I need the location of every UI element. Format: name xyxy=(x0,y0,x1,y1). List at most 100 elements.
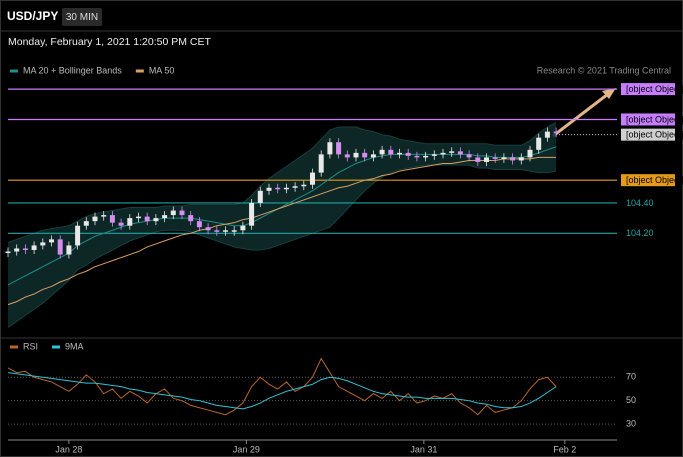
candle-body xyxy=(353,152,359,158)
candle-body xyxy=(66,245,72,255)
candle-body xyxy=(49,239,54,243)
candle-body xyxy=(57,239,63,255)
level-label: [object Object] xyxy=(626,84,683,94)
candle-body xyxy=(327,142,333,155)
level-label: [object Object] xyxy=(626,114,683,124)
candle-body xyxy=(553,131,559,134)
candle-body xyxy=(405,152,411,156)
legend-swatch xyxy=(10,69,18,73)
candle-body xyxy=(475,157,481,162)
candle-body xyxy=(457,151,463,155)
legend-label: MA 20 + Bollinger Bands xyxy=(23,65,122,75)
y-tick-label: 50 xyxy=(626,395,636,405)
candle-body xyxy=(92,216,98,222)
level-label: 104.40 xyxy=(626,198,654,208)
candle-body xyxy=(136,216,141,219)
candle-body xyxy=(214,230,220,232)
legend-label: 9MA xyxy=(65,341,84,351)
forecast-arrow xyxy=(552,89,613,138)
candle-body xyxy=(310,172,315,185)
candle-body xyxy=(83,221,89,226)
candle-body xyxy=(75,225,81,246)
candle-body xyxy=(431,154,437,156)
candle-body xyxy=(466,154,472,158)
candle-body xyxy=(223,230,228,232)
interval: 30 MIN xyxy=(66,12,98,23)
candle-body xyxy=(536,137,542,150)
rsi-line xyxy=(7,357,557,416)
x-tick-label: Jan 28 xyxy=(55,444,82,454)
candle-body xyxy=(40,242,46,246)
rsi-line xyxy=(7,372,557,410)
candle-body xyxy=(153,218,159,222)
x-tick-label: Jan 29 xyxy=(233,444,260,454)
bollinger-lower xyxy=(7,164,557,328)
ma-line xyxy=(7,146,557,286)
bollinger-band xyxy=(8,122,557,328)
candle-body xyxy=(5,251,11,254)
candle-body xyxy=(344,154,350,158)
candle-body xyxy=(510,157,516,161)
level-box xyxy=(621,113,675,126)
candle-body xyxy=(283,187,289,190)
candle-body xyxy=(379,149,385,155)
legend-swatch xyxy=(135,69,144,73)
candle-body xyxy=(109,215,115,223)
timestamp: Monday, February 1, 2021 1:20:50 PM CET xyxy=(8,36,211,48)
candle-body xyxy=(144,216,150,222)
symbol: USD/JPY xyxy=(7,9,58,23)
candle-body xyxy=(449,151,455,153)
candle-body xyxy=(231,230,237,232)
candle-body xyxy=(292,186,298,188)
candle-body xyxy=(388,149,394,155)
candle-body xyxy=(501,157,507,159)
interval-box xyxy=(62,8,102,26)
level-box xyxy=(621,174,675,187)
candle-body xyxy=(423,155,429,158)
ma-line xyxy=(7,156,557,306)
x-tick-label: Jan 31 xyxy=(410,444,437,454)
candle-body xyxy=(188,215,194,222)
y-tick-label: 70 xyxy=(626,372,636,382)
candle-body xyxy=(370,154,376,158)
candle-body xyxy=(257,190,263,203)
level-label: [object Object] xyxy=(626,130,683,140)
candle-body xyxy=(336,142,342,155)
candle-body xyxy=(162,215,168,219)
candle-body xyxy=(484,157,489,162)
legend-swatch xyxy=(52,345,61,349)
arrow-head xyxy=(602,88,616,99)
level-label: 104.20 xyxy=(626,228,654,238)
candle-body xyxy=(275,187,281,190)
bollinger-upper xyxy=(7,122,557,243)
candle-body xyxy=(179,210,185,216)
level-box xyxy=(621,83,675,96)
candle-body xyxy=(397,152,402,155)
candle-body xyxy=(249,202,255,226)
candle-body xyxy=(318,154,324,173)
candle-body xyxy=(527,149,533,158)
candle-body xyxy=(301,184,307,187)
candle-body xyxy=(205,227,211,231)
x-tick-label: Feb 2 xyxy=(553,444,576,454)
y-tick-label: 30 xyxy=(626,418,636,428)
candle-body xyxy=(240,225,246,231)
level-label: [object Object] xyxy=(626,175,683,185)
level-box xyxy=(621,128,675,141)
candle-body xyxy=(31,245,37,250)
candle-body xyxy=(14,248,20,252)
legend-label: RSI xyxy=(23,341,38,351)
credit: Research © 2021 Trading Central xyxy=(537,65,671,75)
candle-body xyxy=(266,187,272,191)
candle-body xyxy=(170,210,176,216)
candle-body xyxy=(492,157,498,159)
candle-body xyxy=(118,222,124,226)
candle-body xyxy=(101,215,107,217)
candle-body xyxy=(362,152,368,158)
candle-body xyxy=(127,218,133,226)
candle-body xyxy=(196,221,202,228)
candle-body xyxy=(414,155,420,158)
legend-swatch xyxy=(10,345,18,349)
candle-body xyxy=(518,157,524,161)
